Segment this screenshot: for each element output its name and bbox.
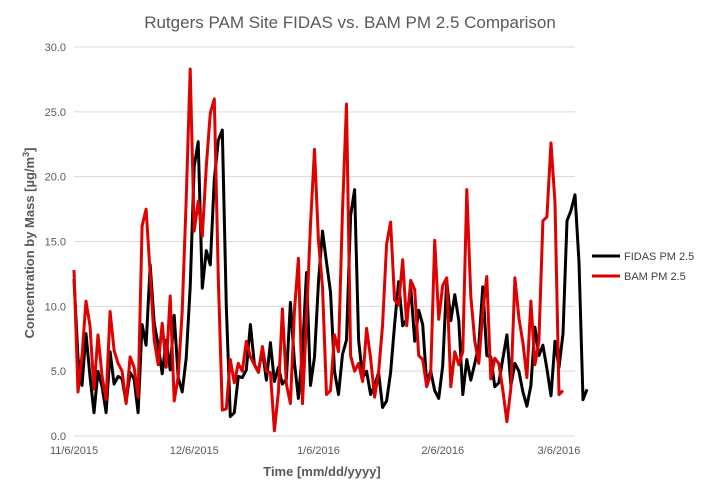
y-tick-label: 20.0 <box>45 172 66 184</box>
y-tick-label: 5.0 <box>51 366 66 378</box>
x-tick-label: 2/6/2016 <box>421 445 464 457</box>
y-axis-title: Concentration by Mass [µg/m3] <box>21 148 37 339</box>
x-tick-label: 11/6/2015 <box>50 445 98 457</box>
x-axis-title: Time [mm/dd/yyyy] <box>263 464 381 479</box>
y-tick-label: 15.0 <box>45 237 66 249</box>
y-axis-title-superscript: 3 <box>21 152 31 157</box>
y-axis-title-end: ] <box>22 148 37 152</box>
bam-pm25-line <box>72 67 565 433</box>
series-layer <box>72 67 589 433</box>
legend-label-bam: BAM PM 2.5 <box>624 271 686 283</box>
y-axis-title-main: Concentration by Mass [µg/m <box>22 157 37 339</box>
legend-label-fidas: FIDAS PM 2.5 <box>624 251 694 263</box>
legend: FIDAS PM 2.5 BAM PM 2.5 <box>592 251 694 283</box>
y-tick-label: 10.0 <box>45 301 66 313</box>
x-tick-labels: 11/6/2015 12/6/2015 1/6/2016 2/6/2016 3/6/20… <box>50 445 580 457</box>
y-tick-label: 25.0 <box>45 107 66 119</box>
y-tick-label: 30.0 <box>45 42 66 54</box>
y-tick-label: 0.0 <box>51 431 66 443</box>
y-tick-labels: 0.0 5.0 10.0 15.0 20.0 25.0 30.0 <box>45 42 66 443</box>
x-tick-label: 3/6/2016 <box>538 445 581 457</box>
chart-title: Rutgers PAM Site FIDAS vs. BAM PM 2.5 Co… <box>144 13 556 32</box>
x-tick-label: 1/6/2016 <box>297 445 340 457</box>
x-tick-label: 12/6/2015 <box>170 445 219 457</box>
